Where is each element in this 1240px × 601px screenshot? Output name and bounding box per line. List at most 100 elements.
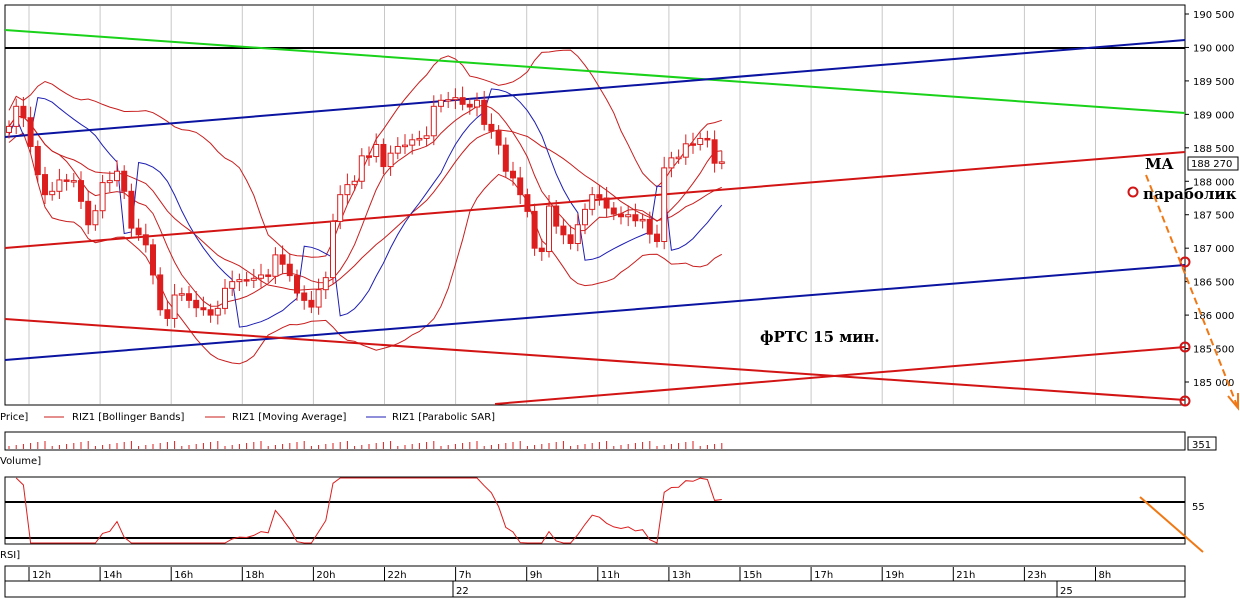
candle-body <box>27 117 34 147</box>
rsi-line <box>5 477 1185 544</box>
x-tick-label: 12h <box>32 570 51 581</box>
bollinger-upper <box>8 49 722 258</box>
candle-body <box>193 299 200 309</box>
ma-annotation: MA <box>1145 155 1174 173</box>
candle-body <box>632 214 639 222</box>
volume-value-tag <box>1187 436 1217 451</box>
candle-body <box>654 233 660 242</box>
rsi-level-label: 55 <box>1192 502 1205 513</box>
x-tick-label: 15h <box>743 570 762 581</box>
x-tick-label: 14h <box>103 570 122 581</box>
blue-channel-lower <box>4 264 1186 361</box>
candle-body <box>308 299 315 308</box>
candle-body <box>366 155 372 158</box>
candle-body <box>330 220 336 279</box>
parabolic-annotation: параболик <box>1143 185 1237 203</box>
candle-body <box>315 289 322 308</box>
x-tick-label: 23h <box>1027 570 1046 581</box>
rsi-arrow-line <box>1139 496 1204 553</box>
x-axis-ticks: 12h 14h 16h 18h 20h 22h 7h 9h 11h 13h 15h 17h 19h 21h… <box>28 567 1111 597</box>
x-tick-label: 9h <box>530 570 543 581</box>
candle-body <box>128 190 135 229</box>
candle-body <box>625 214 632 218</box>
volume-value-label: 351 <box>1192 440 1211 451</box>
x-tick-label: 7h <box>459 570 472 581</box>
x-tick-label: 13h <box>672 570 691 581</box>
x-tick-label: 17h <box>814 570 833 581</box>
bollinger-lower <box>8 132 723 365</box>
candle-body <box>121 170 128 192</box>
candle-body <box>171 294 178 319</box>
candle-body <box>6 125 12 133</box>
candle-body <box>157 274 164 311</box>
candle-body <box>495 130 502 146</box>
candle-body <box>207 309 214 316</box>
candle-body <box>106 180 113 184</box>
parabolic-marker-circle <box>1127 186 1139 198</box>
x-tick-label: 21h <box>956 570 975 581</box>
volume-panel-label: Volume] <box>0 456 41 467</box>
x-tick-label: 11h <box>601 570 620 581</box>
candle-body <box>546 205 552 253</box>
candle-body <box>423 135 430 139</box>
candle-body <box>250 277 257 281</box>
green-trend-line <box>4 29 1186 114</box>
candle-body <box>56 179 63 192</box>
y-tick-label: 187 000 <box>1193 244 1234 255</box>
candle-body <box>337 194 344 222</box>
candle-body <box>63 179 70 182</box>
candle-body <box>286 263 293 277</box>
candle-body <box>582 208 588 226</box>
red-falling-line <box>4 318 1186 401</box>
candle-body <box>150 244 156 276</box>
channel-marker-circle-2 <box>1179 341 1191 353</box>
candle-body <box>618 213 624 218</box>
candle-body <box>351 180 358 186</box>
timeframe-note: фРТС 15 мин. <box>760 328 880 346</box>
candle-body <box>682 143 689 158</box>
candle-body <box>567 234 574 244</box>
candle-body <box>430 105 437 137</box>
candle-body <box>279 254 286 265</box>
candle-body <box>697 137 704 145</box>
candle-body <box>380 143 387 168</box>
candle-body <box>85 200 92 226</box>
y-tick-label: 190 500 <box>1193 10 1234 21</box>
candle-body <box>214 307 221 316</box>
candle-body <box>531 210 538 249</box>
y-tick-label: 188 500 <box>1193 144 1234 155</box>
rsi-panel-frame <box>4 476 1186 545</box>
y-tick-label: 189 000 <box>1193 110 1234 121</box>
bollinger-bands <box>8 49 723 365</box>
candle-body <box>70 180 77 183</box>
candle-body <box>294 275 300 294</box>
candle-body <box>373 143 380 158</box>
candle-body <box>711 139 718 164</box>
candle-body <box>402 144 408 148</box>
candle-body <box>142 234 149 246</box>
parabolic-sar <box>8 88 723 328</box>
candle-body <box>675 156 682 160</box>
candle-body <box>243 279 250 282</box>
legend-moving-average: RIZ1 [Moving Average] <box>232 412 347 423</box>
candle-body <box>200 307 207 311</box>
candle-body <box>538 247 545 253</box>
moving-average <box>8 104 722 307</box>
candle-body <box>186 293 192 301</box>
volume-panel-frame <box>4 431 1186 451</box>
candle-body <box>517 177 524 196</box>
candle-body <box>661 167 668 242</box>
y-tick-label: 187 500 <box>1193 211 1234 222</box>
x-tick-label: 20h <box>316 570 335 581</box>
candle-body <box>560 225 567 236</box>
candle-body <box>438 99 444 107</box>
candle-body <box>265 274 272 277</box>
candle-body <box>474 99 480 108</box>
candle-body <box>502 144 509 172</box>
candle-body <box>459 97 466 105</box>
candle-body <box>78 180 84 202</box>
candle-body <box>20 105 27 119</box>
blue-channel-upper <box>4 39 1186 138</box>
forecast-arrow-line <box>1145 174 1239 409</box>
